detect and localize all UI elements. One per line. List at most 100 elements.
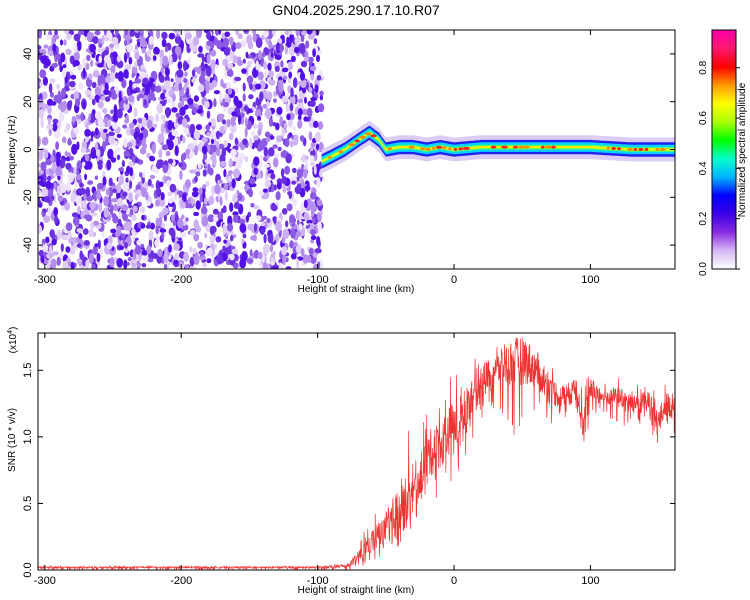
noise-blob [75,114,81,120]
noise-blob [61,68,67,78]
noise-blob [202,202,206,213]
noise-blob [107,119,111,128]
noise-blob [217,218,224,223]
noise-blob [117,197,123,207]
noise-blob [222,101,229,108]
noise-blob [79,182,84,188]
noise-blob [296,219,300,226]
noise-blob [44,259,49,265]
noise-blob [224,31,231,38]
noise-blob [310,155,315,164]
noise-blob [261,52,266,58]
noise-blob [271,204,278,212]
noise-blob [310,229,316,236]
noise-blob [184,264,190,269]
signal-peak [408,145,415,149]
noise-blob [76,228,83,233]
noise-blob [210,243,215,249]
noise-blob [268,30,272,35]
noise-blob [119,174,124,185]
noise-blob [296,183,302,192]
noise-blob [166,179,172,187]
noise-blob [67,172,74,183]
noise-blob [52,62,58,68]
noise-blob [229,253,235,261]
noise-blob [316,213,322,221]
noise-blob [124,39,127,47]
noise-blob [152,123,158,129]
noise-blob [56,83,60,90]
noise-blob [79,250,83,261]
noise-blob [41,187,49,197]
noise-blob [198,84,205,93]
noise-blob [247,60,252,69]
noise-blob [156,30,161,40]
noise-blob [183,251,190,262]
noise-blob [39,48,47,56]
noise-blob [198,45,203,53]
noise-blob [254,223,257,232]
noise-blob [115,146,121,153]
noise-blob [129,30,136,37]
noise-blob [143,254,149,262]
noise-blob [224,93,229,99]
snr-x-tick-label: 0 [451,575,457,587]
noise-blob [184,179,192,189]
noise-blob [43,251,47,257]
noise-blob [97,63,104,68]
noise-blob [113,54,117,66]
noise-blob [126,44,133,53]
noise-blob [319,90,324,96]
noise-blob [188,151,194,159]
noise-blob [187,203,193,209]
spectrogram-x-tick-label: 100 [581,274,599,286]
noise-blob [105,135,109,147]
noise-blob [249,249,253,257]
noise-blob [145,56,151,62]
noise-blob [183,77,188,84]
noise-blob [272,144,278,149]
noise-blob [308,247,314,255]
noise-blob [72,60,80,67]
noise-blob [141,47,146,54]
noise-blob [242,58,246,64]
noise-blob [280,60,284,68]
noise-blob [195,171,201,177]
noise-blob [268,79,276,86]
noise-blob [237,114,242,125]
noise-blob [57,174,61,181]
noise-blob [39,81,43,87]
figure-title: GN04.2025.290.17.10.R07 [272,2,440,18]
noise-blob [238,218,246,225]
snr-y-label: SNR (10 * v/v) [7,408,18,472]
noise-blob [218,179,223,184]
noise-blob [192,106,198,114]
noise-blob [304,185,311,192]
noise-blob [84,173,88,180]
noise-blob [230,148,237,157]
noise-blob [303,57,309,62]
noise-blob [116,133,123,138]
noise-blob [129,208,134,216]
noise-blob [79,187,86,195]
noise-blob [108,134,115,145]
noise-blob [304,96,307,104]
noise-blob [223,239,227,244]
signal-peak [458,147,464,151]
noise-blob [38,30,42,39]
signal-peak [644,148,649,151]
noise-blob [40,181,48,187]
noise-blob [235,161,243,169]
snr-x-ticks: -300 -200 -100 0 100 [34,333,600,587]
noise-blob [122,124,128,129]
noise-blob [310,97,318,102]
spectrogram-x-label: Height of straight line (km) [298,284,415,295]
noise-blob [202,184,207,189]
noise-blob [196,30,202,39]
noise-blob [44,58,51,67]
noise-blob [121,78,127,89]
noise-blob [309,100,316,107]
noise-blob [213,37,219,46]
noise-blob [281,176,287,185]
